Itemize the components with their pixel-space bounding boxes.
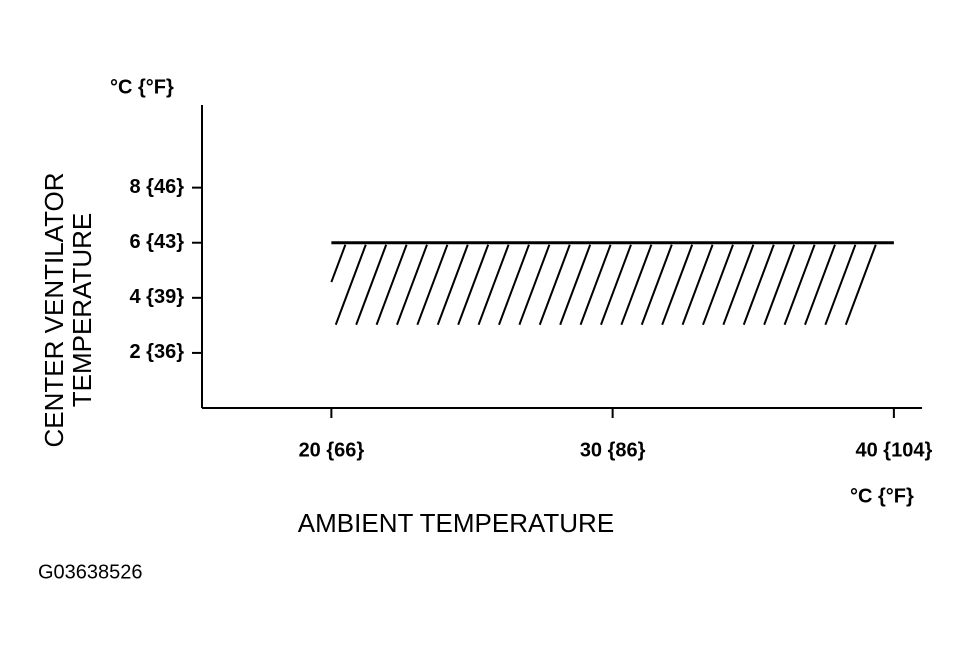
hatch [559, 244, 592, 326]
hatch [844, 244, 877, 326]
x-tick-label: 40 {104} [856, 439, 933, 461]
hatch [330, 244, 347, 283]
y-axis-label: CENTER VENTILATOR TEMPERATURE [39, 173, 97, 448]
y-tick-label: 4 {39} [130, 286, 185, 308]
x-tick-label: 30 {86} [580, 439, 646, 461]
hatch [436, 244, 469, 326]
hatch [498, 244, 530, 326]
x-axis-label: AMBIENT TEMPERATURE [298, 508, 614, 538]
hatch [579, 244, 612, 326]
hatch [824, 244, 857, 326]
hatch [518, 244, 551, 326]
y-tick-label: 6 {43} [130, 231, 185, 253]
hatch [477, 244, 510, 326]
hatch [334, 244, 367, 326]
y-tick-label: 2 {36} [130, 341, 185, 363]
hatch [681, 244, 714, 326]
hatch [661, 244, 694, 326]
y-tick-label: 8 {46} [130, 176, 185, 198]
hatch [783, 244, 816, 326]
y-unit: °C {°F} [110, 76, 174, 98]
hatch [722, 244, 755, 326]
x-unit: °C {°F} [850, 485, 914, 507]
x-tick-label: 20 {66} [299, 439, 365, 461]
hatch [538, 244, 571, 326]
hatch [702, 244, 734, 326]
y-axis-label-line: CENTER VENTILATOR [39, 173, 69, 448]
hatch [763, 244, 796, 326]
hatch [355, 244, 388, 326]
hatch [375, 244, 408, 326]
hatch [804, 244, 836, 326]
figure-id: G03638526 [38, 561, 143, 583]
hatch [396, 244, 428, 326]
hatch [600, 244, 632, 326]
hatch [620, 244, 653, 326]
hatch [742, 244, 775, 326]
y-axis-label-line: TEMPERATURE [67, 213, 97, 408]
hatch [457, 244, 490, 326]
hatch [640, 244, 673, 326]
hatch [416, 244, 449, 326]
